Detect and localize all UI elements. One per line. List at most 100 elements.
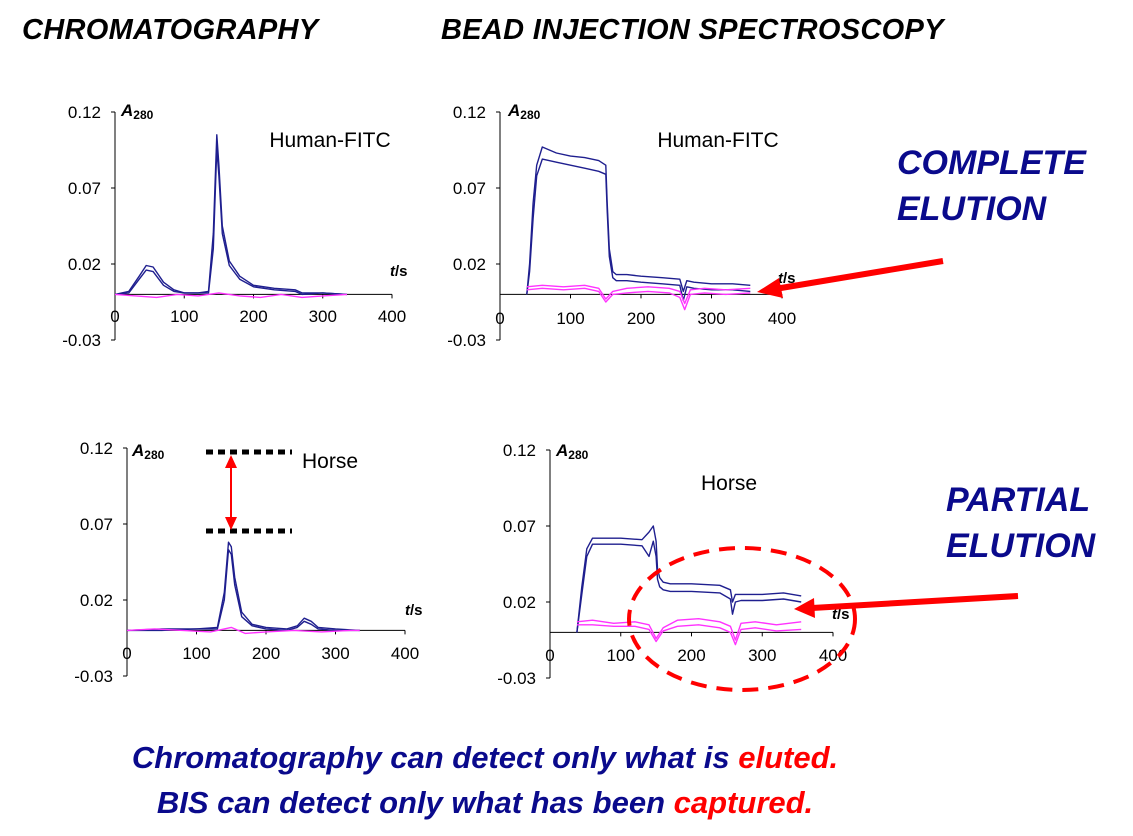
series-line-dark-1: [526, 158, 751, 302]
x-tick-label: 100: [556, 309, 584, 328]
y-axis-label: A280: [507, 101, 541, 122]
x-tick-label: 200: [239, 307, 267, 326]
x-tick-label: 200: [627, 309, 655, 328]
y-axis-label-main: A: [131, 441, 144, 460]
annotations: [206, 258, 1019, 692]
y-axis-label-main: A: [507, 101, 520, 120]
chart-title: Horse: [302, 450, 358, 473]
arrow-partial-head: [794, 598, 815, 618]
chart-title: Horse: [701, 472, 757, 495]
x-axis-label: t/s: [390, 263, 408, 280]
y-tick-label: 0.02: [68, 255, 101, 274]
x-tick-label: 300: [697, 309, 725, 328]
caption-line-2: BIS can detect only what has been captur…: [0, 782, 970, 824]
x-tick-label: 100: [170, 307, 198, 326]
chart-bis-human: 0.12 0.07 0.02 -0.03 0 100 200 300 400 Human-FITC…: [447, 101, 796, 350]
chart-chromatography-human: 0.12 0.07 0.02 -0.03 0 100 200 300 400 Human-FITC…: [62, 101, 407, 350]
y-axis-label-main: A: [120, 101, 133, 120]
series-line-pink-3: [526, 287, 751, 311]
series-line-dark-0: [576, 525, 802, 633]
x-tick-label: 0: [495, 309, 504, 328]
series-line-pink-3: [576, 624, 802, 646]
caption-line-1: Chromatography can detect only what is e…: [0, 737, 970, 779]
y-tick-label: 0.12: [503, 441, 536, 460]
x-tick-label: 300: [321, 644, 349, 663]
x-axis-label-main: t: [405, 602, 411, 619]
x-axis-label-main: t: [390, 263, 396, 280]
y-axis-label: A280: [120, 101, 154, 122]
heading-chromatography: CHROMATOGRAPHY: [22, 14, 319, 46]
series-line-pink-2: [526, 284, 751, 305]
y-tick-label: -0.03: [497, 669, 536, 688]
label-complete-line1: COMPLETE: [897, 144, 1086, 182]
y-tick-label: 0.12: [80, 439, 113, 458]
x-tick-label: 200: [677, 646, 705, 665]
y-tick-label: -0.03: [62, 331, 101, 350]
series-line-dark-0: [526, 146, 751, 295]
series-line-dark-1: [127, 549, 360, 632]
chart-title: Human-FITC: [269, 129, 390, 152]
x-tick-label: 300: [748, 646, 776, 665]
double-arrow-head-up: [225, 455, 237, 468]
double-arrow-head-down: [225, 517, 237, 530]
x-axis-label-sub: /s: [783, 270, 796, 287]
label-complete-elution: COMPLETE ELUTION: [897, 140, 1086, 232]
y-tick-label: 0.02: [453, 255, 486, 274]
x-tick-label: 400: [819, 646, 847, 665]
chart-chromatography-horse: 0.12 0.07 0.02 -0.03 0 100 200 300 400 Horse A280 t…: [74, 439, 422, 686]
x-axis-label-sub: /s: [395, 263, 408, 280]
chart-bis-horse: 0.12 0.07 0.02 -0.03 0 100 200 300 400 Horse A280 t…: [497, 441, 849, 688]
y-tick-label: 0.07: [503, 517, 536, 536]
y-tick-label: 0.12: [68, 103, 101, 122]
y-tick-label: 0.02: [80, 591, 113, 610]
x-tick-label: 400: [378, 307, 406, 326]
x-axis-label-main: t: [778, 270, 784, 287]
label-partial-line2: ELUTION: [946, 527, 1096, 565]
y-tick-label: -0.03: [74, 667, 113, 686]
x-tick-label: 100: [182, 644, 210, 663]
y-axis-label-sub: 280: [133, 108, 153, 122]
y-axis-label: A280: [555, 441, 589, 462]
x-tick-label: 300: [309, 307, 337, 326]
dashed-ellipse: [627, 546, 857, 692]
y-tick-label: 0.12: [453, 103, 486, 122]
y-tick-label: -0.03: [447, 331, 486, 350]
label-partial-line1: PARTIAL: [946, 481, 1091, 519]
label-partial-elution: PARTIAL ELUTION: [946, 477, 1095, 569]
x-tick-label: 0: [122, 644, 131, 663]
x-tick-label: 400: [391, 644, 419, 663]
arrow-complete-shaft: [774, 258, 944, 292]
x-tick-label: 400: [768, 309, 796, 328]
x-axis-label-sub: /s: [410, 602, 423, 619]
caption-line-1-emphasis: eluted.: [738, 740, 839, 775]
y-tick-label: 0.02: [503, 593, 536, 612]
arrow-partial-shaft: [811, 593, 1019, 611]
y-axis-label-sub: 280: [568, 448, 588, 462]
chart-title: Human-FITC: [657, 129, 778, 152]
caption-line-2-text: BIS can detect only what has been: [156, 785, 674, 820]
series-line-pink-2: [126, 626, 360, 635]
x-axis-label: t/s: [832, 606, 850, 623]
series-line-pink-2: [576, 618, 802, 641]
series-line-pink-2: [114, 292, 348, 299]
x-axis-label: t/s: [405, 602, 423, 619]
x-tick-label: 100: [607, 646, 635, 665]
series-line-dark-0: [126, 541, 360, 632]
series-line-dark-1: [114, 147, 348, 296]
y-axis-label-sub: 280: [520, 108, 540, 122]
label-complete-line2: ELUTION: [897, 190, 1047, 228]
series-line-dark-1: [576, 540, 802, 633]
x-axis-label-main: t: [832, 606, 838, 623]
x-axis-label-sub: /s: [837, 606, 850, 623]
caption-line-2-emphasis: captured.: [673, 785, 814, 820]
heading-bis: BEAD INJECTION SPECTROSCOPY: [441, 14, 944, 46]
x-tick-label: 0: [110, 307, 119, 326]
y-axis-label-main: A: [555, 441, 568, 460]
x-tick-label: 0: [545, 646, 554, 665]
y-tick-label: 0.07: [68, 179, 101, 198]
y-axis-label: A280: [131, 441, 165, 462]
x-axis-label: t/s: [778, 270, 796, 287]
y-tick-label: 0.07: [80, 515, 113, 534]
x-tick-label: 200: [252, 644, 280, 663]
